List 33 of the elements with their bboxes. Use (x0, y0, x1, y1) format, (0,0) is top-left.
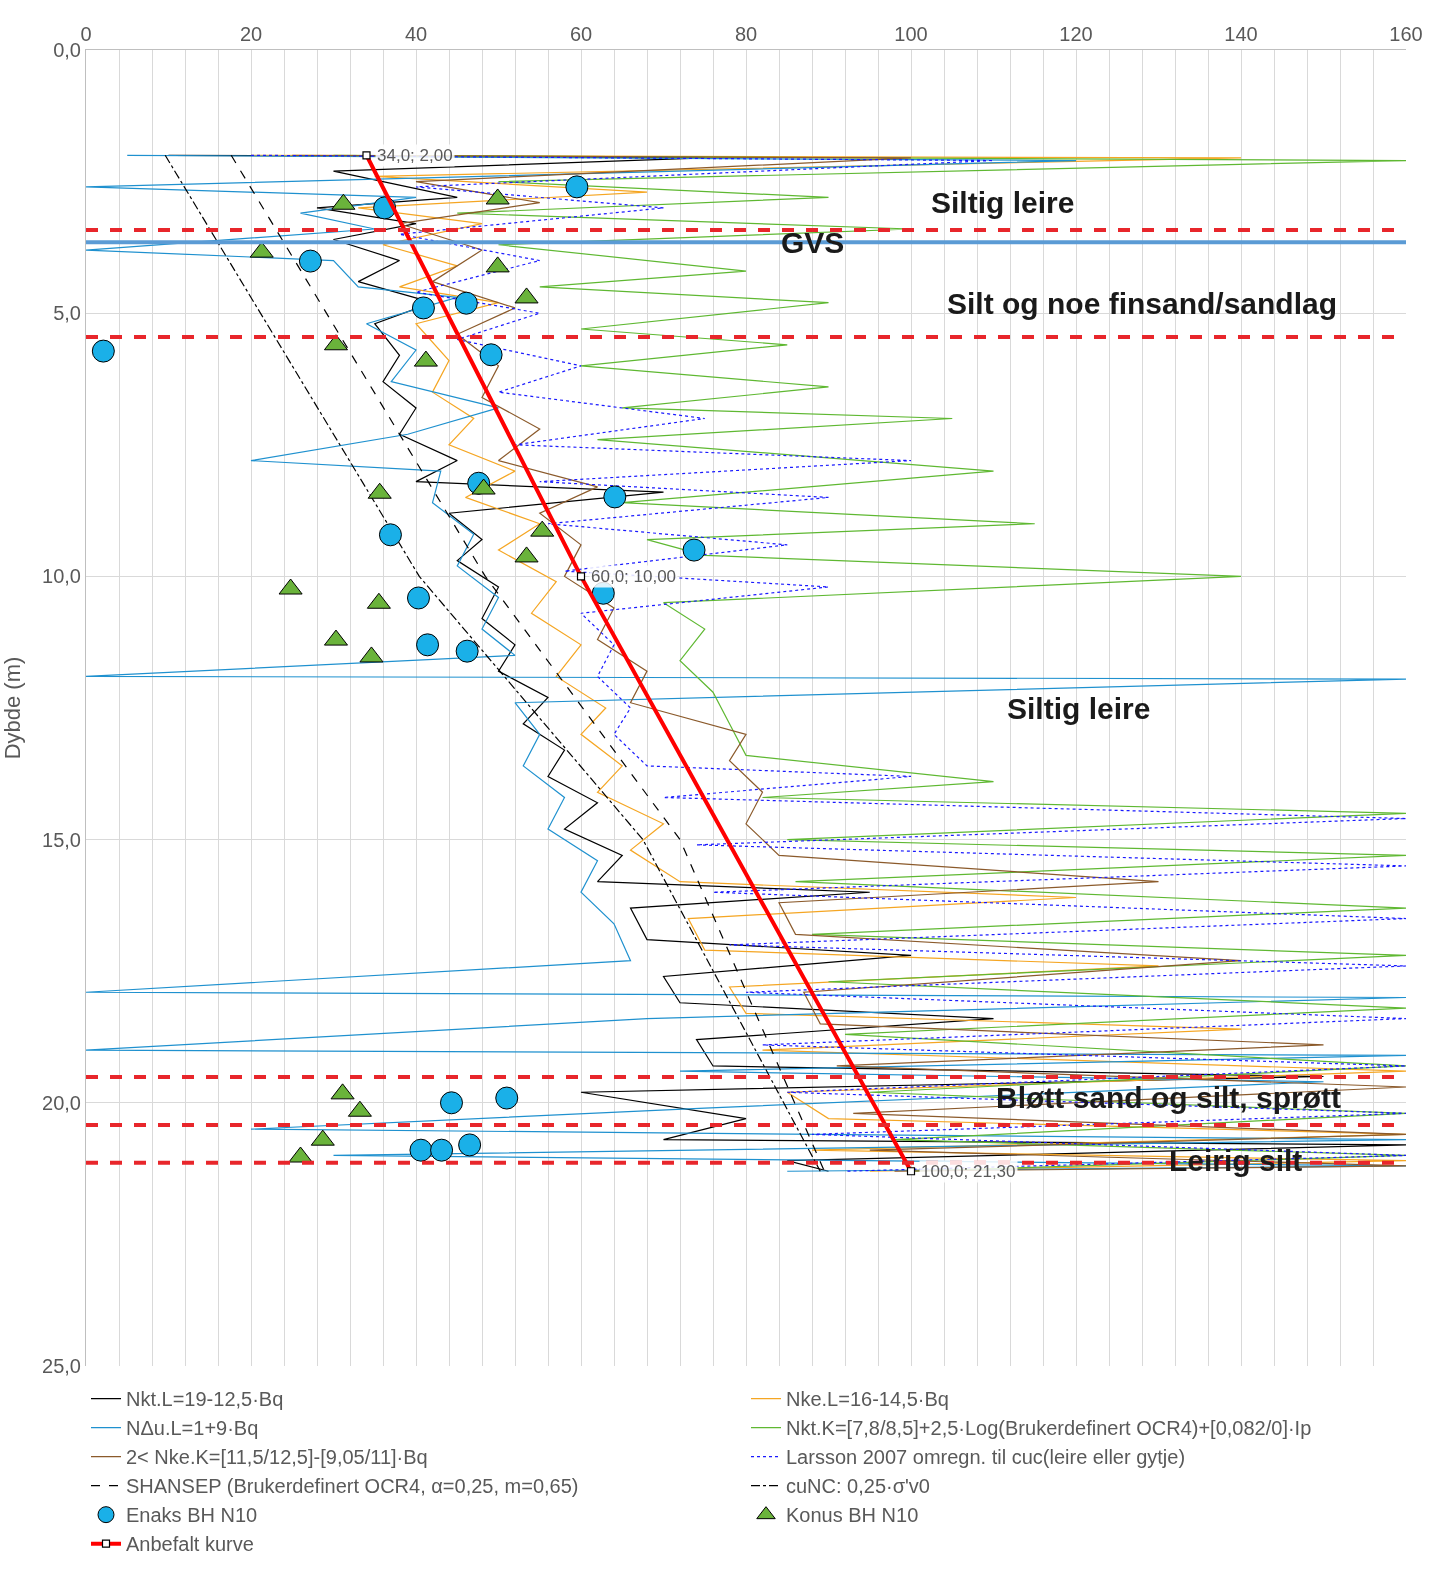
data-label: 60,0; 10,00 (591, 567, 677, 586)
x-tick-label: 140 (1224, 23, 1258, 45)
legend-label: Nkt.L=19-12,5·Bq (126, 1388, 284, 1411)
legend-label: Larsson 2007 omregn. til cuc(leire eller gytje) (786, 1446, 1186, 1469)
data-label: 34,0; 2,00 (377, 146, 453, 165)
y-tick-label: 15,0 (42, 828, 81, 851)
annotation: Siltig leire (1007, 692, 1151, 725)
y-tick-label: 25,0 (42, 1355, 81, 1377)
annotation: Silt og noe finsand/sandlag (947, 287, 1338, 320)
x-tick-label: 60 (569, 23, 593, 45)
legend-label: 2< Nke.K=[11,5/12,5]-[9,05/11]·Bq (126, 1446, 428, 1469)
legend-label: Konus BH N10 (786, 1504, 919, 1527)
x-tick-label: 20 (239, 23, 263, 45)
y-tick-label: 0,0 (53, 39, 81, 61)
legend-label: Enaks BH N10 (126, 1504, 258, 1527)
legend-label: cuNC: 0,25·σ'v0 (786, 1475, 930, 1498)
x-tick-label: 120 (1059, 23, 1093, 45)
legend-label: Nkt.K=[7,8/8,5]+2,5·Log(Brukerdefinert OCR4)+[0,082/0]·Ip (786, 1417, 1312, 1440)
x-tick-label: 160 (1389, 23, 1423, 45)
legend-label: SHANSEP (Brukerdefinert OCR4, α=0,25, m=0,65) (126, 1475, 579, 1498)
y-axis-title: Dybde (m) (0, 656, 25, 760)
legend-label: Nke.L=16-14,5·Bq (786, 1388, 949, 1411)
x-tick-label: 80 (734, 23, 758, 45)
legend-label: Anbefalt kurve (126, 1533, 254, 1556)
y-tick-label: 10,0 (42, 565, 81, 588)
y-tick-label: 5,0 (53, 302, 81, 325)
y-tick-label: 20,0 (42, 1091, 81, 1114)
annotation: Siltig leire (931, 186, 1075, 219)
data-label: 100,0; 21,30 (921, 1162, 1016, 1181)
legend-label: NΔu.L=1+9·Bq (126, 1417, 259, 1440)
x-tick-label: 40 (404, 23, 428, 45)
x-tick-label: 0 (80, 23, 92, 45)
x-tick-label: 100 (894, 23, 928, 45)
